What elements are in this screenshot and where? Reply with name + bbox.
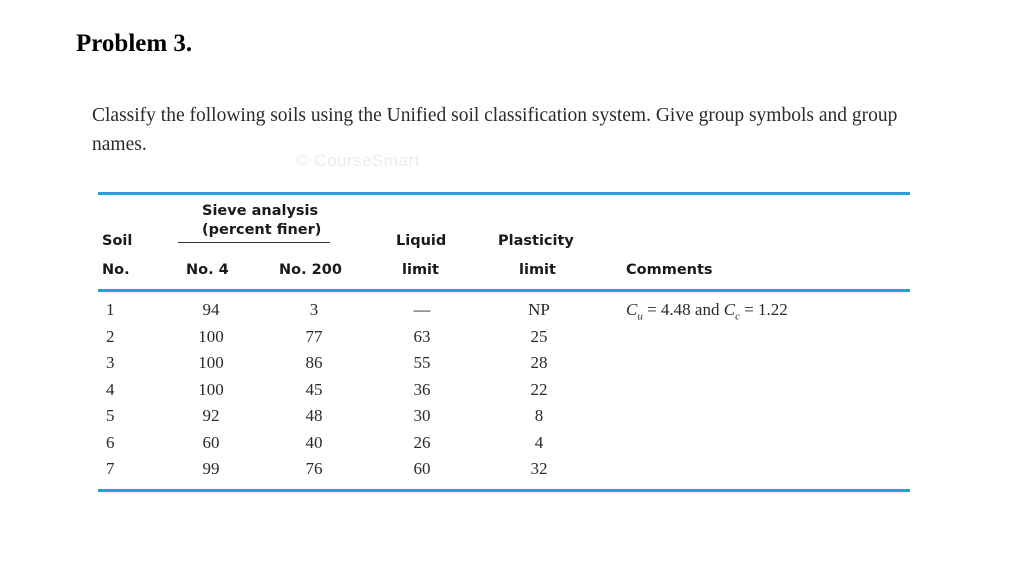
table-bottom-rule (98, 489, 910, 492)
cell-soil-no: 7 (106, 459, 115, 478)
table-row: 7 99 76 60 32 (0, 455, 1024, 482)
cell-plasticity-limit: NP (528, 300, 550, 319)
cell-no200: 77 (305, 326, 323, 346)
cell-soil-no: 1 (106, 300, 115, 319)
header-sieve-group: Sieve analysis (percent finer) (176, 202, 346, 240)
table-header-rule (98, 289, 910, 292)
cell-no4: 100 (198, 379, 224, 399)
cell-liquid-limit: 30 (413, 406, 431, 425)
problem-title: Problem 3. (76, 30, 193, 57)
cc-subscript: c (735, 310, 740, 323)
cell-liquid-limit: 60 (413, 459, 431, 478)
cell-liquid-limit: 36 (413, 379, 431, 399)
cu-symbol: C (626, 300, 638, 319)
cell-soil-no: 3 (106, 353, 115, 372)
table-row: 3 100 86 55 28 (0, 349, 1024, 376)
cell-soil-no: 6 (106, 432, 115, 452)
cell-liquid-limit: 55 (413, 353, 431, 372)
cu-value: = 4.48 and (642, 300, 724, 319)
cell-no200: 86 (305, 353, 323, 372)
cell-plasticity-limit: 4 (534, 432, 544, 452)
header-sieve: Sieve analysis (202, 203, 319, 219)
table-row: 6 60 40 26 4 (0, 429, 1024, 456)
table-body: 1 94 3 — NP Cu = 4.48 and Cc = 1.22 2 10… (0, 296, 1024, 482)
cell-no200: 45 (305, 379, 323, 399)
cc-symbol: C (723, 300, 736, 319)
cc-value: = 1.22 (739, 300, 788, 319)
cell-no200: 76 (305, 459, 323, 478)
table-row: 5 92 48 30 8 (0, 402, 1024, 429)
cell-no4: 92 (202, 406, 220, 425)
table-row: 2 100 77 63 25 (0, 323, 1024, 350)
cell-soil-no: 4 (106, 379, 115, 399)
cell-soil-no: 5 (106, 406, 115, 425)
header-comments: Comments (626, 262, 713, 278)
cell-plasticity-limit: 32 (530, 459, 548, 478)
cell-plasticity-limit: 22 (530, 379, 548, 399)
cell-plasticity-limit: 25 (530, 326, 548, 346)
header-soil-no: No. (102, 262, 130, 278)
header-liquid-limit: limit (402, 262, 439, 278)
header-plasticity-limit: limit (519, 262, 556, 278)
cell-no4: 94 (202, 300, 220, 319)
cell-comment: Cu = 4.48 and Cc = 1.22 (626, 300, 788, 322)
cell-plasticity-limit: 28 (530, 353, 548, 372)
cell-soil-no: 2 (106, 326, 115, 346)
cell-no4: 60 (202, 432, 220, 452)
table-top-rule (98, 192, 910, 195)
table-row: 4 100 45 36 22 (0, 376, 1024, 403)
sieve-underline (178, 242, 330, 243)
cell-no200: 48 (305, 406, 323, 425)
cell-no4: 100 (198, 326, 224, 346)
cell-no4: 99 (202, 459, 220, 478)
cell-no200: 3 (309, 300, 319, 319)
header-no4: No. 4 (186, 262, 229, 278)
cell-liquid-limit: 26 (413, 432, 431, 452)
cell-plasticity-limit: 8 (534, 406, 544, 425)
watermark: © CourseSmart (296, 151, 420, 170)
header-plasticity: Plasticity (498, 233, 574, 249)
cu-subscript: u (637, 310, 643, 323)
cell-liquid-limit: — (413, 300, 431, 319)
header-liquid: Liquid (396, 233, 447, 249)
header-soil: Soil (102, 233, 133, 249)
cell-no200: 40 (305, 432, 323, 452)
table-row: 1 94 3 — NP Cu = 4.48 and Cc = 1.22 (0, 296, 1024, 323)
header-percent-finer: (percent finer) (202, 222, 322, 238)
header-no200: No. 200 (279, 262, 342, 278)
cell-liquid-limit: 63 (413, 326, 431, 346)
cell-no4: 100 (198, 353, 224, 372)
problem-prompt: Classify the following soils using the U… (92, 105, 898, 155)
